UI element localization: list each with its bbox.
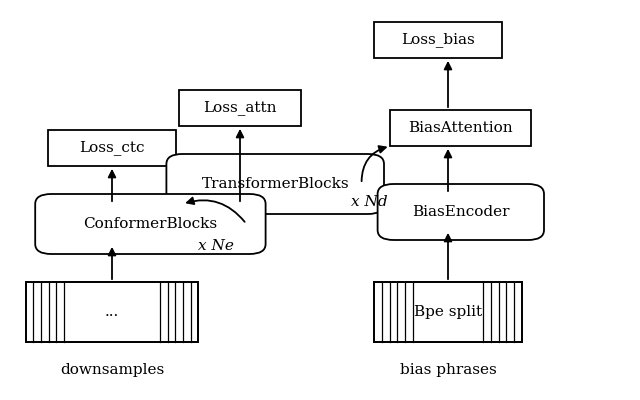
FancyBboxPatch shape <box>374 22 502 58</box>
FancyBboxPatch shape <box>179 90 301 126</box>
FancyBboxPatch shape <box>35 194 266 254</box>
Bar <box>374 282 522 342</box>
Bar <box>26 282 198 342</box>
Text: downsamples: downsamples <box>60 363 164 377</box>
Bar <box>26 282 198 342</box>
Text: ...: ... <box>105 305 119 319</box>
Bar <box>374 282 522 342</box>
Text: bias phrases: bias phrases <box>399 363 497 377</box>
Text: Bpe split: Bpe split <box>414 305 482 319</box>
Text: TransformerBlocks: TransformerBlocks <box>202 177 349 191</box>
FancyBboxPatch shape <box>378 184 544 240</box>
Text: BiasEncoder: BiasEncoder <box>412 205 509 219</box>
FancyBboxPatch shape <box>48 130 176 166</box>
FancyBboxPatch shape <box>390 110 531 146</box>
Text: BiasAttention: BiasAttention <box>408 121 513 135</box>
Text: x Nd: x Nd <box>351 195 387 209</box>
FancyBboxPatch shape <box>166 154 384 214</box>
Text: x Ne: x Ne <box>198 239 234 253</box>
Text: Loss_ctc: Loss_ctc <box>79 140 145 156</box>
Text: ConformerBlocks: ConformerBlocks <box>83 217 218 231</box>
Text: Loss_attn: Loss_attn <box>204 100 276 116</box>
Text: Loss_bias: Loss_bias <box>401 32 476 48</box>
